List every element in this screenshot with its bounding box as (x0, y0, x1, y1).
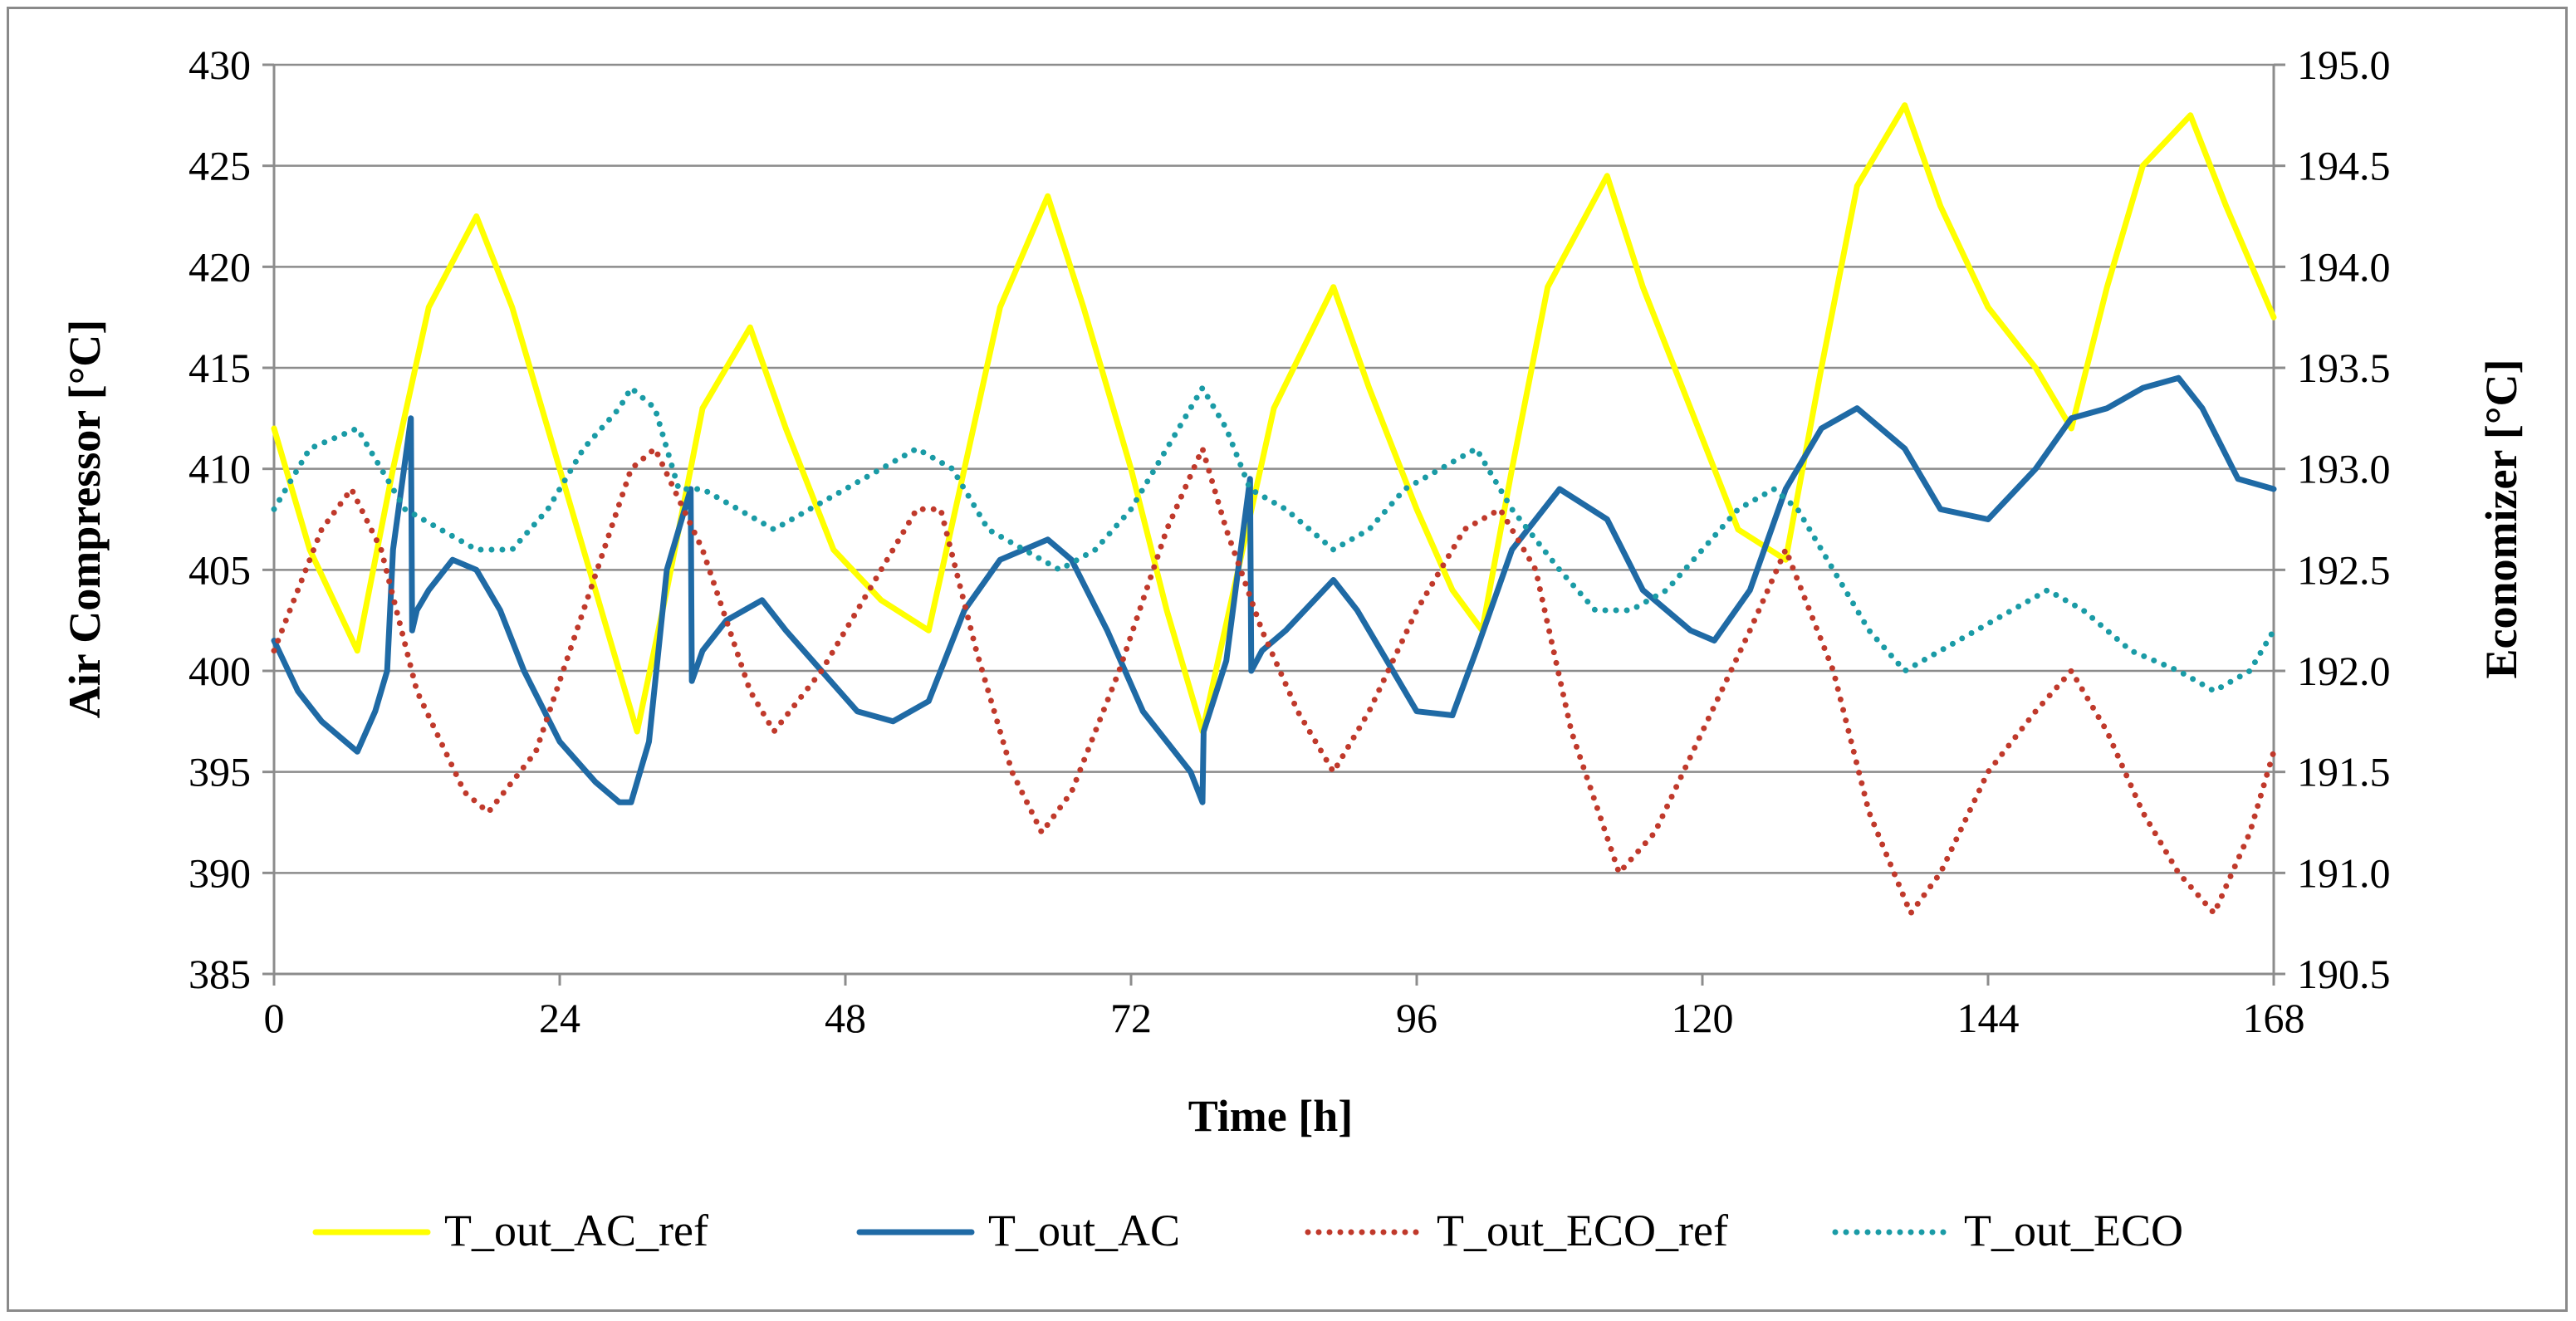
y-left-tick-label-3: 400 (189, 648, 251, 694)
legend: T_out_AC_ref T_out_AC T_out_ECO_ref T_out_E… (312, 1206, 2183, 1255)
legend-label-t-out-eco-ref: T_out_ECO_ref (1437, 1206, 1728, 1255)
y-left-tick-label-4: 405 (189, 546, 251, 593)
y-left-tick-label-6: 415 (189, 345, 251, 391)
x-tick-label-1: 24 (539, 995, 580, 1041)
legend-label-t-out-ac: T_out_AC (988, 1206, 1180, 1255)
y-right-tick-label-2: 191.5 (2297, 749, 2391, 795)
y-right-tick-label-8: 194.5 (2297, 143, 2391, 189)
x-axis-title: Time [h] (1188, 1091, 1354, 1141)
chart-frame (7, 7, 2568, 1312)
y-left-tick-label-5: 410 (189, 446, 251, 492)
y-right-tick-label-3: 192.0 (2297, 648, 2391, 694)
series-t-out-eco-line (271, 384, 2277, 694)
y-left-tick-label-0: 385 (189, 951, 251, 997)
series-t-out-eco-ref-line (271, 445, 2277, 917)
y-axis-left-title: Air Compressor [°C] (60, 320, 110, 719)
y-right-tick-label-5: 193.0 (2297, 446, 2391, 492)
x-tick-label-3: 72 (1110, 995, 1152, 1041)
series-t-out-ac-line (271, 374, 2277, 805)
y-right-tick-label-1: 191.0 (2297, 849, 2391, 896)
y-left-tick-label-2: 395 (189, 749, 251, 795)
series-t-out-ac-ref-line (271, 102, 2277, 735)
y-right-tick-label-7: 194.0 (2297, 243, 2391, 290)
x-tick-label-4: 96 (1396, 995, 1437, 1041)
x-tick-label-7: 168 (2243, 995, 2305, 1041)
series-lines (271, 102, 2277, 917)
x-tick-label-6: 144 (1957, 995, 2020, 1041)
y-left-tick-label-9: 430 (189, 42, 251, 88)
y-left-tick-label-8: 425 (189, 143, 251, 189)
x-tick-label-5: 120 (1672, 995, 1734, 1041)
x-tick-label-0: 0 (264, 995, 285, 1041)
legend-label-t-out-eco: T_out_ECO (1964, 1206, 2183, 1255)
axes (262, 63, 2285, 986)
x-tick-label-2: 48 (825, 995, 866, 1041)
y-left-tick-label-1: 390 (189, 849, 251, 896)
y-left-tick-label-7: 420 (189, 243, 251, 290)
tick-labels: 0 24 48 72 96 120 144 168 385 390 395 400 405 410 415 4… (189, 42, 2391, 1041)
y-axis-right-title: Economizer [°C] (2476, 360, 2526, 679)
y-right-tick-label-0: 190.5 (2297, 951, 2391, 997)
legend-label-t-out-ac-ref: T_out_AC_ref (444, 1206, 708, 1255)
y-right-tick-label-6: 193.5 (2297, 345, 2391, 391)
y-right-tick-label-4: 192.5 (2297, 546, 2391, 593)
y-right-tick-label-9: 195.0 (2297, 42, 2391, 88)
